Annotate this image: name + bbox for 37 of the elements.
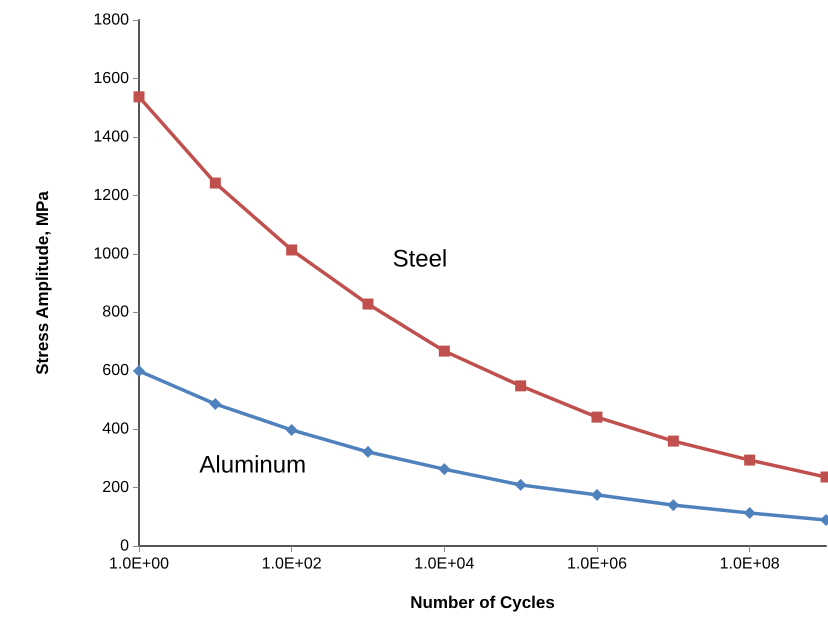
y-axis-title: Stress Amplitude, MPa bbox=[33, 190, 52, 375]
y-tick-label: 600 bbox=[102, 362, 130, 380]
y-tick-label: 200 bbox=[102, 479, 130, 496]
point bbox=[133, 364, 145, 377]
point bbox=[362, 446, 374, 458]
y-tick-label: 1200 bbox=[93, 186, 130, 204]
point bbox=[286, 424, 298, 436]
point bbox=[210, 178, 221, 189]
point bbox=[362, 298, 374, 310]
point bbox=[286, 244, 298, 256]
y-tick-label: 1400 bbox=[93, 128, 130, 146]
x-axis-title: Number of Cycles bbox=[410, 593, 555, 612]
point bbox=[592, 412, 602, 423]
point bbox=[667, 499, 680, 512]
point bbox=[514, 478, 527, 491]
x-tick-label: 1.0E+06 bbox=[566, 556, 628, 572]
point bbox=[744, 454, 756, 466]
point bbox=[438, 463, 450, 476]
y-tick-label: 0 bbox=[120, 538, 130, 554]
x-tick-label: 1.0E+04 bbox=[414, 556, 474, 572]
x-tick-label: 1.0E+00 bbox=[108, 556, 170, 572]
point bbox=[515, 380, 526, 392]
series-label: Aluminum bbox=[199, 452, 306, 479]
y-tick-label: 1000 bbox=[93, 245, 130, 262]
point bbox=[591, 488, 603, 501]
y-tick-label: 400 bbox=[102, 420, 130, 438]
series-label: Steel bbox=[392, 246, 448, 273]
x-tick-label: 1.0E+02 bbox=[262, 556, 322, 572]
x-tick-label: 1.0E+08 bbox=[720, 556, 780, 572]
point bbox=[134, 91, 144, 102]
y-tick-label: 800 bbox=[102, 304, 130, 321]
y-tick-label: 1800 bbox=[93, 12, 130, 28]
point bbox=[744, 506, 756, 519]
point bbox=[668, 436, 679, 447]
point bbox=[438, 346, 450, 357]
y-tick-label: 1600 bbox=[93, 70, 130, 87]
point bbox=[209, 398, 222, 410]
